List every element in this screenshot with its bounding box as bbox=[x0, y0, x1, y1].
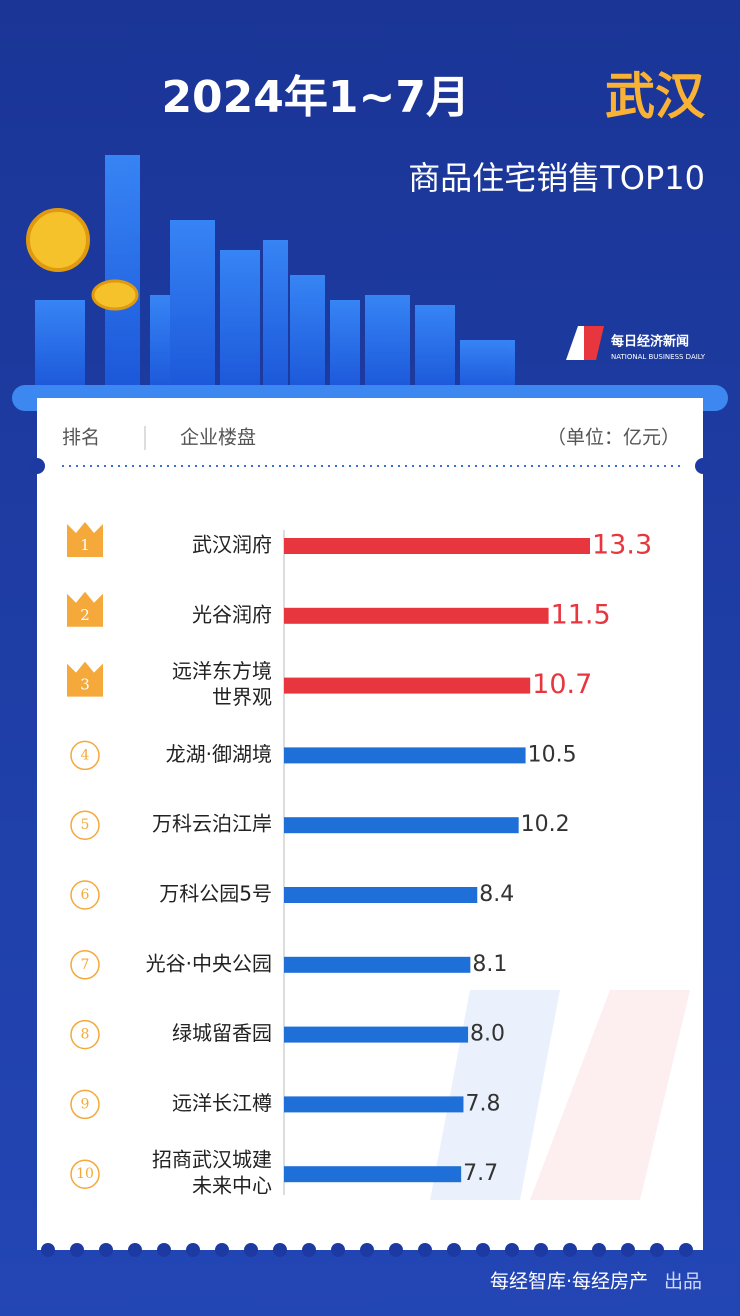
notch bbox=[29, 458, 45, 474]
scallop bbox=[128, 1243, 142, 1257]
scallop bbox=[447, 1243, 461, 1257]
scallop bbox=[621, 1243, 635, 1257]
category-label: 远洋长江樽 bbox=[172, 1091, 272, 1115]
scallop bbox=[418, 1243, 432, 1257]
value-label: 8.4 bbox=[479, 882, 514, 907]
scallop bbox=[157, 1243, 171, 1257]
bar bbox=[284, 1166, 462, 1183]
scallop bbox=[41, 1243, 55, 1257]
logo-sub: NATIONAL BUSINESS DAILY bbox=[611, 353, 706, 361]
rank-circle bbox=[70, 810, 100, 840]
header-name: 企业楼盘 bbox=[180, 427, 256, 449]
rank-circle bbox=[70, 1089, 100, 1120]
category-label: 世界观 bbox=[212, 685, 272, 709]
value-label: 10.2 bbox=[521, 812, 570, 837]
rank: 1 bbox=[80, 536, 90, 554]
rank-circle bbox=[70, 880, 100, 910]
rank-circle bbox=[70, 1159, 100, 1189]
rank: 10 bbox=[76, 1166, 94, 1182]
rank-circle bbox=[70, 950, 100, 980]
header-rank: 排名 bbox=[62, 427, 100, 449]
scallop bbox=[389, 1243, 403, 1257]
bar bbox=[284, 887, 478, 903]
value-label: 11.5 bbox=[551, 599, 611, 630]
bar bbox=[284, 538, 590, 554]
rank: 7 bbox=[81, 957, 90, 973]
category-label: 龙湖·御湖境 bbox=[166, 742, 272, 766]
rank: 4 bbox=[81, 747, 90, 763]
scallop bbox=[215, 1243, 229, 1257]
value-label: 10.7 bbox=[532, 669, 592, 700]
footer-note: 出品 bbox=[664, 1271, 702, 1293]
bar bbox=[284, 677, 531, 694]
title: 2024年1~7月 bbox=[161, 72, 470, 123]
category-label: 光谷润府 bbox=[192, 602, 272, 626]
watermark bbox=[530, 990, 690, 1200]
scallop bbox=[505, 1243, 519, 1257]
rank: 2 bbox=[80, 606, 90, 624]
value-label: 7.8 bbox=[465, 1091, 500, 1116]
bar bbox=[284, 747, 526, 764]
skyline bbox=[35, 155, 515, 390]
value-label: 10.5 bbox=[528, 742, 577, 767]
scallop bbox=[592, 1243, 606, 1257]
bar bbox=[284, 817, 519, 834]
category-label: 光谷·中央公园 bbox=[146, 951, 272, 975]
subtitle: 商品住宅销售TOP10 bbox=[408, 159, 705, 197]
scallop bbox=[534, 1243, 548, 1257]
scallop bbox=[186, 1243, 200, 1257]
category-label: 万科云泊江岸 bbox=[152, 812, 272, 836]
bar bbox=[284, 956, 471, 973]
scallop bbox=[476, 1243, 490, 1257]
bar bbox=[284, 607, 549, 624]
rank-circle bbox=[70, 1019, 100, 1050]
value-label: 13.3 bbox=[592, 530, 652, 561]
category-label: 远洋东方境 bbox=[172, 659, 272, 683]
category-label: 未来中心 bbox=[192, 1174, 272, 1198]
rank-crown bbox=[67, 522, 103, 557]
coin bbox=[91, 279, 139, 311]
rank: 9 bbox=[81, 1096, 90, 1112]
value-label: 8.0 bbox=[470, 1022, 505, 1047]
rank: 3 bbox=[80, 676, 90, 694]
title-highlight: 武汉 bbox=[605, 68, 706, 126]
category-label: 武汉润府 bbox=[192, 533, 272, 557]
rank: 6 bbox=[81, 887, 90, 903]
category-label: 万科公园5号 bbox=[159, 882, 272, 906]
scallop bbox=[679, 1243, 693, 1257]
scallop bbox=[99, 1243, 113, 1257]
scallop bbox=[302, 1243, 316, 1257]
scallop bbox=[273, 1243, 287, 1257]
rank: 5 bbox=[81, 817, 90, 833]
notch bbox=[695, 458, 711, 474]
rank: 8 bbox=[81, 1027, 90, 1043]
bar bbox=[284, 1026, 469, 1043]
logo-mark bbox=[584, 326, 604, 360]
rank-circle bbox=[70, 740, 100, 771]
scallop bbox=[244, 1243, 258, 1257]
scallop bbox=[331, 1243, 345, 1257]
scallop bbox=[360, 1243, 374, 1257]
value-label: 7.7 bbox=[463, 1161, 498, 1186]
bar bbox=[284, 1096, 464, 1113]
rank-crown bbox=[67, 661, 103, 697]
scallop bbox=[563, 1243, 577, 1257]
scallop bbox=[70, 1243, 84, 1257]
scallop bbox=[650, 1243, 664, 1257]
category-label: 绿城留香园 bbox=[172, 1021, 272, 1045]
rank-crown bbox=[67, 591, 103, 627]
category-label: 招商武汉城建 bbox=[152, 1148, 272, 1172]
coin bbox=[26, 208, 90, 272]
header-unit: （单位：亿元） bbox=[547, 427, 680, 449]
value-label: 8.1 bbox=[472, 952, 507, 977]
logo: 每日经济新闻 bbox=[611, 334, 689, 350]
footer: 每经智库·每经房产 bbox=[490, 1271, 648, 1293]
